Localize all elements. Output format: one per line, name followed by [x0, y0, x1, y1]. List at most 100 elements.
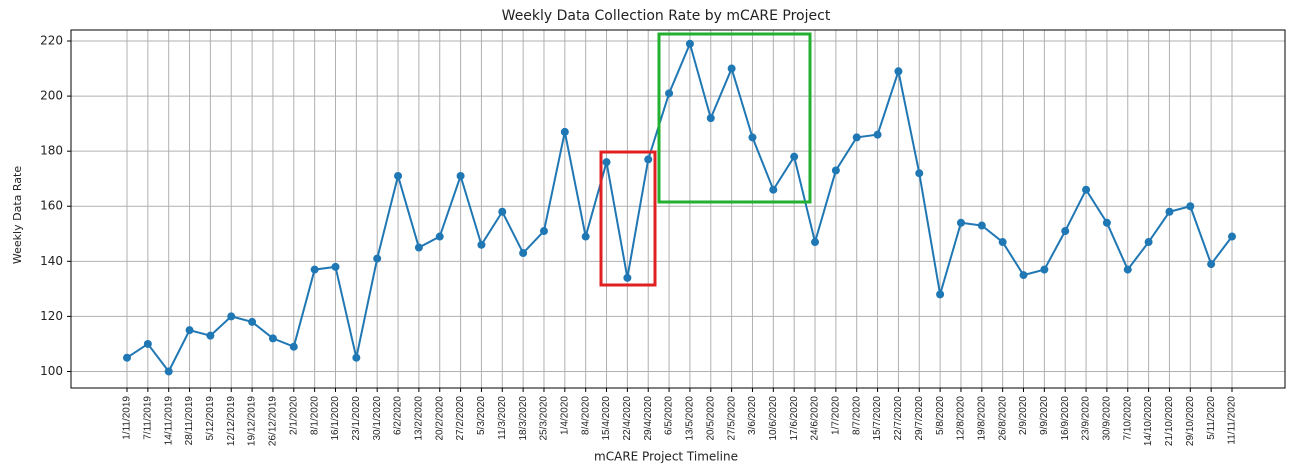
- x-tick-label: 18/3/2020: [518, 396, 529, 441]
- y-tick-label: 140: [40, 254, 63, 268]
- data-point: [581, 232, 590, 241]
- x-tick-label: 14/10/2020: [1143, 396, 1154, 446]
- y-tick-label: 120: [40, 309, 63, 323]
- x-tick-label: 29/10/2020: [1185, 396, 1196, 446]
- x-tick-label: 19/8/2020: [976, 396, 987, 441]
- x-tick-label: 27/2/2020: [455, 396, 466, 441]
- x-tick-label: 30/9/2020: [1102, 396, 1113, 441]
- x-tick-label: 25/3/2020: [539, 396, 550, 441]
- x-tick-label: 13/2/2020: [414, 396, 425, 441]
- data-point: [539, 227, 548, 236]
- y-tick-label: 160: [40, 199, 63, 213]
- x-tick-label: 16/1/2020: [330, 396, 341, 441]
- x-tick-label: 30/1/2020: [372, 396, 383, 441]
- x-tick-label: 14/11/2019: [163, 396, 174, 446]
- x-tick-label: 15/7/2020: [872, 396, 883, 441]
- data-point: [477, 240, 486, 249]
- data-point: [560, 127, 569, 136]
- y-tick-label: 220: [40, 34, 63, 48]
- data-point: [435, 232, 444, 241]
- x-tick-label: 20/2/2020: [434, 396, 445, 441]
- data-point: [1123, 265, 1132, 274]
- data-point: [456, 171, 465, 180]
- x-tick-label: 29/4/2020: [643, 396, 654, 441]
- x-tick-label: 11/11/2020: [1227, 396, 1238, 445]
- x-tick-label: 6/2/2020: [393, 396, 404, 435]
- x-tick-label: 19/12/2019: [247, 396, 258, 446]
- data-point: [1019, 271, 1028, 280]
- data-point: [1040, 265, 1049, 274]
- data-line: [126, 40, 1233, 374]
- highlight-box-green: [657, 32, 812, 204]
- x-tick-label: 20/5/2020: [705, 396, 716, 441]
- x-tick-label: 13/5/2020: [685, 396, 696, 441]
- data-point: [1102, 218, 1111, 227]
- data-point: [1061, 227, 1070, 236]
- y-tick-label: 200: [40, 89, 63, 103]
- x-tick-label: 15/4/2020: [601, 396, 612, 441]
- data-point: [1082, 185, 1091, 194]
- data-point: [727, 64, 736, 73]
- data-point: [915, 169, 924, 178]
- data-point: [185, 326, 194, 335]
- data-point: [1228, 232, 1236, 241]
- x-tick-label: 1/4/2020: [559, 396, 570, 435]
- data-point: [123, 353, 131, 362]
- data-point: [164, 367, 173, 376]
- x-tick-label: 1/11/2019: [122, 396, 133, 440]
- x-tick-label: 11/3/2020: [497, 396, 508, 440]
- x-tick-label: 22/7/2020: [893, 396, 904, 441]
- data-point: [414, 243, 423, 252]
- data-point: [1207, 260, 1216, 269]
- data-point: [394, 171, 403, 180]
- data-point: [1165, 207, 1174, 216]
- data-point: [873, 130, 882, 139]
- x-tick-label: 2/1/2020: [288, 396, 299, 435]
- chart-title: Weekly Data Collection Rate by mCARE Pro…: [502, 8, 831, 24]
- data-point: [498, 207, 507, 216]
- data-point: [331, 262, 340, 271]
- x-tick-label: 26/12/2019: [268, 396, 279, 446]
- x-tick-label: 28/11/2019: [184, 396, 195, 446]
- y-axis-label: Weekly Data Rate: [11, 166, 24, 264]
- x-tick-label: 8/7/2020: [851, 396, 862, 435]
- x-axis-label: mCARE Project Timeline: [594, 450, 738, 464]
- x-tick-label: 12/8/2020: [956, 396, 967, 441]
- data-point: [143, 339, 152, 348]
- data-point: [373, 254, 382, 263]
- x-tick-label: 17/6/2020: [789, 396, 800, 441]
- data-point: [685, 39, 694, 48]
- data-point: [852, 133, 861, 142]
- data-point: [206, 331, 215, 340]
- x-tick-label: 5/12/2019: [205, 396, 216, 441]
- data-point: [831, 166, 840, 175]
- x-tick-label: 12/12/2019: [226, 396, 237, 446]
- data-point: [977, 221, 986, 230]
- x-tick-label: 26/8/2020: [997, 396, 1008, 441]
- x-tick-label: 21/10/2020: [1164, 396, 1175, 446]
- x-tick-label: 29/7/2020: [914, 396, 925, 441]
- y-tick-label: 100: [40, 364, 63, 378]
- data-point: [352, 353, 361, 362]
- highlight-box-red: [599, 150, 657, 287]
- data-point: [623, 273, 632, 282]
- x-tick-label: 23/1/2020: [351, 396, 362, 441]
- x-tick-label: 7/11/2019: [142, 396, 153, 440]
- x-tick-label: 6/5/2020: [664, 396, 675, 435]
- x-tick-label: 3/6/2020: [747, 396, 758, 435]
- data-point: [519, 249, 528, 258]
- data-point: [310, 265, 319, 274]
- data-point: [706, 114, 715, 123]
- data-point: [227, 312, 236, 321]
- data-point: [1144, 238, 1153, 247]
- x-tick-label: 8/4/2020: [580, 396, 591, 435]
- data-point: [956, 218, 965, 227]
- data-point: [1186, 202, 1195, 211]
- data-point: [769, 185, 778, 194]
- data-point: [248, 317, 257, 326]
- data-point: [936, 290, 945, 299]
- y-tick-label: 180: [40, 144, 63, 158]
- data-point: [644, 155, 653, 164]
- x-tick-label: 2/9/2020: [1018, 396, 1029, 435]
